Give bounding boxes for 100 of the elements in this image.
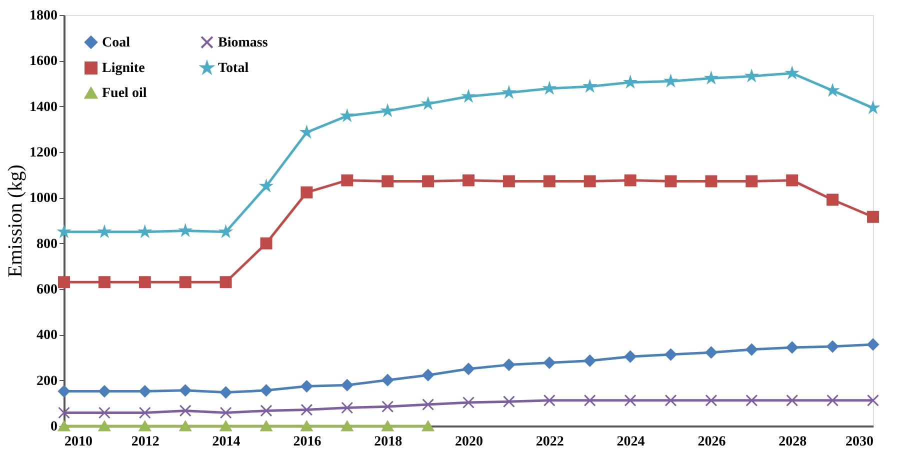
point [665, 75, 676, 86]
y-tick-label: 1200 [30, 146, 58, 160]
point [341, 110, 353, 121]
point [503, 86, 515, 98]
y-tick-label: 800 [36, 236, 58, 252]
point [705, 394, 718, 406]
point [58, 226, 70, 237]
point [382, 374, 394, 386]
point [826, 340, 839, 353]
point [138, 406, 151, 419]
y-tick-label: 200 [36, 374, 58, 389]
point [502, 175, 515, 188]
point [584, 175, 596, 188]
point [867, 394, 879, 406]
point [705, 72, 717, 84]
point [138, 420, 151, 432]
point [664, 175, 677, 188]
point [300, 404, 313, 416]
point [462, 396, 474, 408]
y-tick-label: 600 [36, 282, 58, 298]
point [664, 348, 677, 361]
point [664, 394, 677, 406]
point [422, 175, 434, 188]
point [746, 394, 758, 406]
point [98, 276, 110, 288]
point [179, 404, 192, 417]
y-tick-label: 1000 [30, 191, 58, 206]
point [260, 404, 272, 417]
x-tick-label: 2016 [293, 434, 322, 450]
point [584, 394, 596, 406]
legend-label: Total [218, 61, 249, 76]
point [58, 385, 70, 398]
point [341, 379, 354, 392]
x-tick-label: 2030 [846, 434, 874, 450]
point [422, 369, 434, 382]
point [260, 420, 272, 432]
point [260, 384, 272, 396]
x-tick-label: 2020 [455, 434, 483, 450]
point [58, 420, 70, 432]
point [502, 396, 515, 408]
point [786, 341, 798, 354]
point [826, 194, 839, 206]
point [705, 346, 718, 358]
point [543, 394, 556, 406]
point [584, 354, 596, 367]
legend-label: Biomass [218, 35, 268, 50]
point [624, 350, 636, 363]
point [300, 380, 313, 392]
point [382, 104, 394, 116]
point [584, 80, 596, 92]
x-tick-label: 2010 [64, 434, 92, 450]
point [826, 394, 839, 406]
point [220, 386, 232, 398]
point [341, 402, 354, 414]
y-tick-label: 0 [50, 420, 58, 434]
point [58, 276, 70, 288]
point [826, 84, 838, 96]
y-tick-label: 1400 [30, 100, 58, 115]
legend-label: Lignite [102, 61, 145, 76]
point [341, 174, 354, 186]
point [220, 226, 232, 237]
point [502, 358, 515, 371]
y-tick-label: 1600 [30, 54, 58, 70]
point [746, 70, 758, 82]
point [462, 174, 474, 186]
point [179, 384, 192, 396]
point [422, 98, 434, 109]
x-tick-label: 2012 [131, 434, 160, 450]
point [179, 420, 192, 432]
point [179, 276, 192, 288]
point [139, 226, 151, 237]
point [705, 175, 718, 188]
point [220, 420, 232, 432]
point [786, 174, 798, 186]
point [220, 406, 232, 419]
point [180, 224, 192, 236]
point [746, 344, 758, 356]
point [382, 420, 394, 432]
point [98, 420, 110, 432]
point [220, 276, 232, 288]
point [58, 406, 70, 419]
x-tick-label: 2028 [778, 434, 807, 450]
point [624, 76, 636, 88]
point [260, 180, 272, 192]
point [98, 406, 110, 419]
point [422, 398, 434, 411]
y-axis-title: Emission (kg) [4, 164, 26, 278]
point [138, 385, 151, 398]
point [382, 175, 394, 188]
x-tick-label: 2022 [536, 434, 564, 450]
point [260, 237, 272, 250]
point [543, 175, 556, 188]
point [867, 338, 879, 350]
point [300, 186, 313, 198]
legend-label: Coal [102, 35, 130, 50]
point [382, 400, 394, 413]
point [98, 385, 110, 398]
point [341, 420, 354, 432]
point [786, 394, 798, 406]
point [543, 356, 556, 369]
